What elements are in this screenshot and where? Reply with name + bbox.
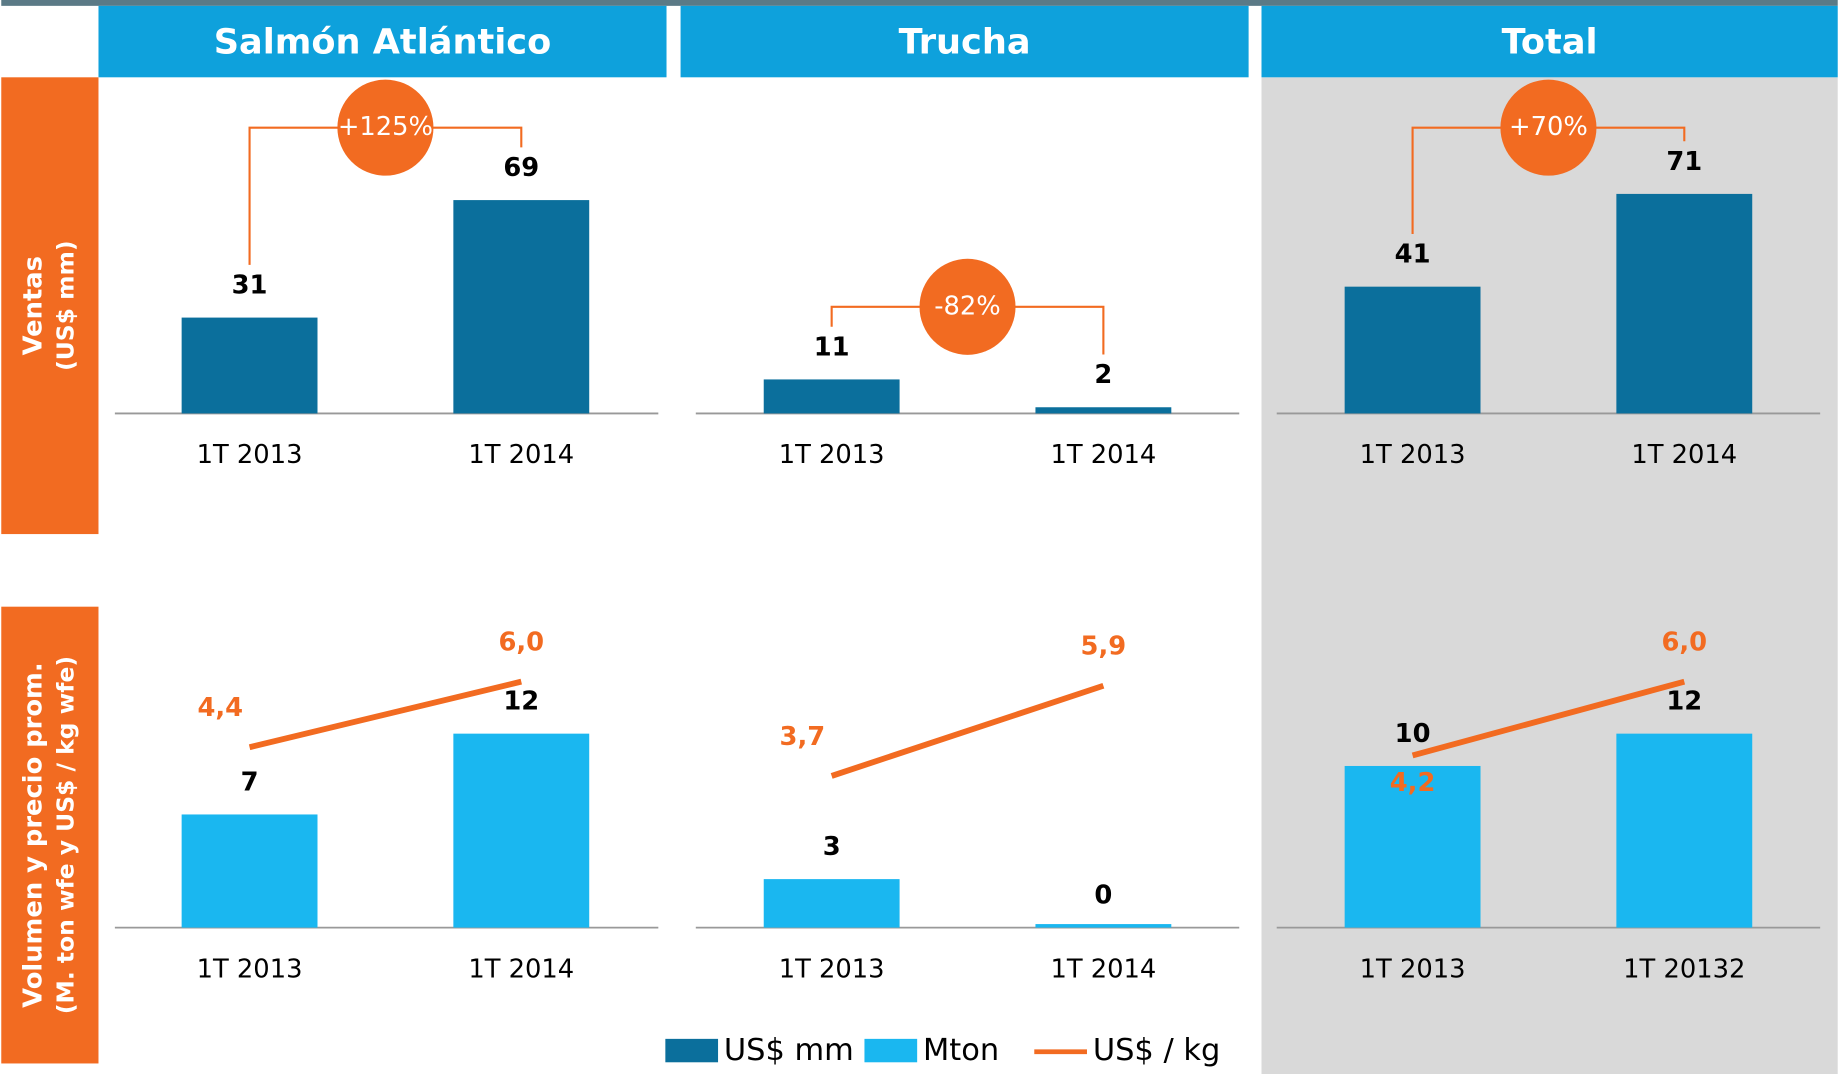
x-tick-label: 1T 2013 bbox=[1360, 440, 1466, 470]
x-tick-label: 1T 2013 bbox=[779, 954, 885, 984]
bar bbox=[1035, 924, 1171, 928]
x-tick-label: 1T 2014 bbox=[468, 954, 574, 984]
x-tick-label: 1T 2013 bbox=[197, 440, 303, 470]
change-label: +125% bbox=[338, 112, 433, 142]
bar bbox=[1345, 287, 1481, 414]
legend-label: US$ mm bbox=[724, 1033, 854, 1068]
x-tick-label: 1T 2013 bbox=[779, 440, 885, 470]
bar-value-label: 10 bbox=[1395, 719, 1431, 749]
row-sublabel: (M. ton wfe y US$ / kg wfe) bbox=[51, 656, 79, 1014]
line-value-label: 4,4 bbox=[197, 693, 243, 723]
column-title: Total bbox=[1502, 21, 1598, 62]
bar bbox=[764, 879, 900, 927]
line-value-label: 4,2 bbox=[1390, 768, 1436, 798]
bar-value-label: 31 bbox=[232, 270, 268, 300]
bar-value-label: 12 bbox=[503, 687, 539, 717]
top-strip bbox=[1, 0, 1837, 6]
dashboard: Salmón Atlántico Trucha Total Ventas(US$ mm… bbox=[0, 0, 1839, 1074]
x-tick-label: 1T 2013 bbox=[197, 954, 303, 984]
legend-swatch bbox=[665, 1039, 718, 1062]
x-tick-label: 1T 2014 bbox=[1631, 440, 1737, 470]
bar-value-label: 71 bbox=[1666, 147, 1702, 177]
row-label-box bbox=[1, 77, 98, 534]
column-title: Trucha bbox=[899, 21, 1031, 62]
x-tick-label: 1T 2014 bbox=[468, 440, 574, 470]
line-value-label: 6,0 bbox=[498, 627, 544, 657]
x-tick-label: 1T 2014 bbox=[1050, 954, 1156, 984]
bar-value-label: 11 bbox=[814, 332, 850, 362]
bar-value-label: 41 bbox=[1395, 240, 1431, 270]
bar-value-label: 7 bbox=[241, 767, 259, 797]
row-label: Ventas bbox=[19, 256, 49, 355]
legend-label: Mton bbox=[923, 1033, 999, 1068]
bar bbox=[764, 379, 900, 413]
line-value-label: 3,7 bbox=[780, 722, 826, 752]
bar bbox=[182, 814, 318, 927]
bar bbox=[1616, 734, 1752, 928]
legend-swatch bbox=[864, 1039, 917, 1062]
bar-value-label: 3 bbox=[823, 832, 841, 862]
price-line bbox=[832, 686, 1104, 776]
change-label: -82% bbox=[934, 291, 1001, 321]
bar bbox=[453, 734, 589, 928]
x-tick-label: 1T 20132 bbox=[1623, 954, 1745, 984]
column-title: Salmón Atlántico bbox=[214, 21, 552, 62]
x-tick-label: 1T 2013 bbox=[1360, 954, 1466, 984]
change-label: +70% bbox=[1509, 112, 1588, 142]
bar-value-label: 2 bbox=[1094, 360, 1112, 390]
bar-value-label: 0 bbox=[1094, 880, 1112, 910]
line-value-label: 6,0 bbox=[1661, 627, 1707, 657]
bar-value-label: 12 bbox=[1666, 687, 1702, 717]
bar-value-label: 69 bbox=[503, 153, 539, 183]
row-label-box bbox=[1, 607, 98, 1064]
x-tick-label: 1T 2014 bbox=[1050, 440, 1156, 470]
line-value-label: 5,9 bbox=[1081, 632, 1127, 662]
page: Salmón Atlántico Trucha Total Ventas(US$ mm… bbox=[0, 0, 1839, 1074]
bar bbox=[1616, 194, 1752, 414]
bar bbox=[182, 318, 318, 414]
row-label: Volumen y precio prom. bbox=[19, 662, 49, 1007]
bar bbox=[453, 200, 589, 413]
legend-label: US$ / kg bbox=[1093, 1033, 1221, 1068]
bar bbox=[1035, 407, 1171, 413]
row-sublabel: (US$ mm) bbox=[51, 240, 79, 370]
